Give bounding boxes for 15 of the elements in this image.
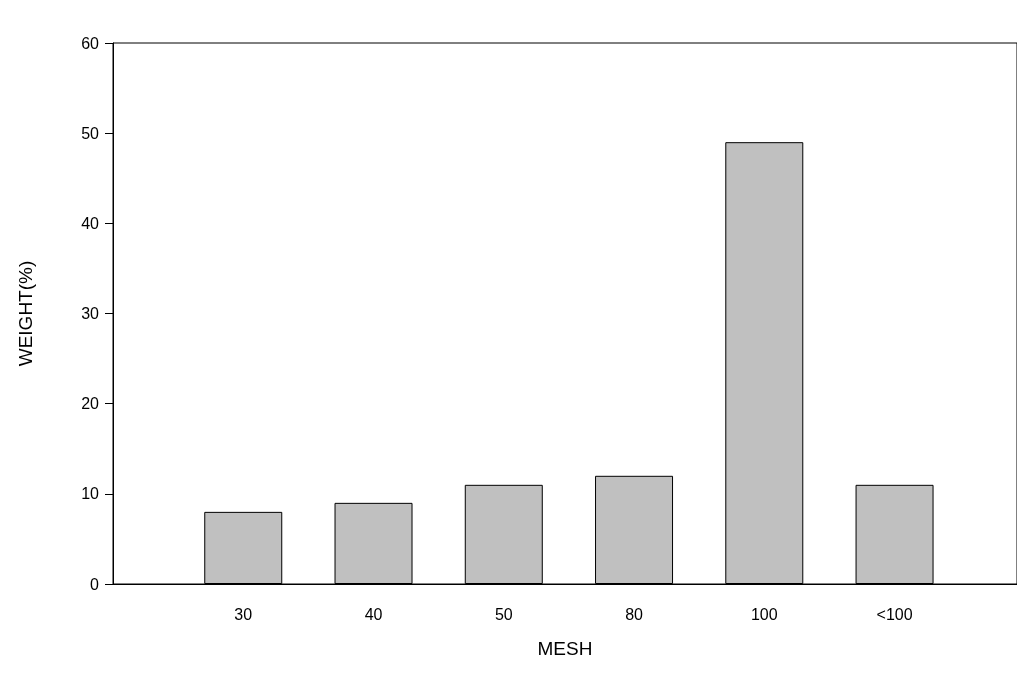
x-tick-label: 40 xyxy=(364,605,383,623)
x-axis-title: MESH xyxy=(537,638,593,659)
y-tick-label: 60 xyxy=(81,34,100,52)
y-tick-label: 40 xyxy=(81,214,100,232)
y-tick-label: 10 xyxy=(81,485,100,503)
x-tick-label: <100 xyxy=(876,605,913,623)
x-tick-label: 80 xyxy=(625,605,644,623)
x-tick-label: 30 xyxy=(234,605,253,623)
y-axis-title: WEIGHT(%) xyxy=(15,260,36,367)
x-tick-label: 50 xyxy=(494,605,513,623)
y-tick-label: 0 xyxy=(90,575,100,593)
y-tick-label: 30 xyxy=(81,305,100,322)
y-tick-label: 50 xyxy=(81,124,100,142)
x-tick-label: 100 xyxy=(750,605,778,623)
y-tick-label: 20 xyxy=(81,395,100,413)
